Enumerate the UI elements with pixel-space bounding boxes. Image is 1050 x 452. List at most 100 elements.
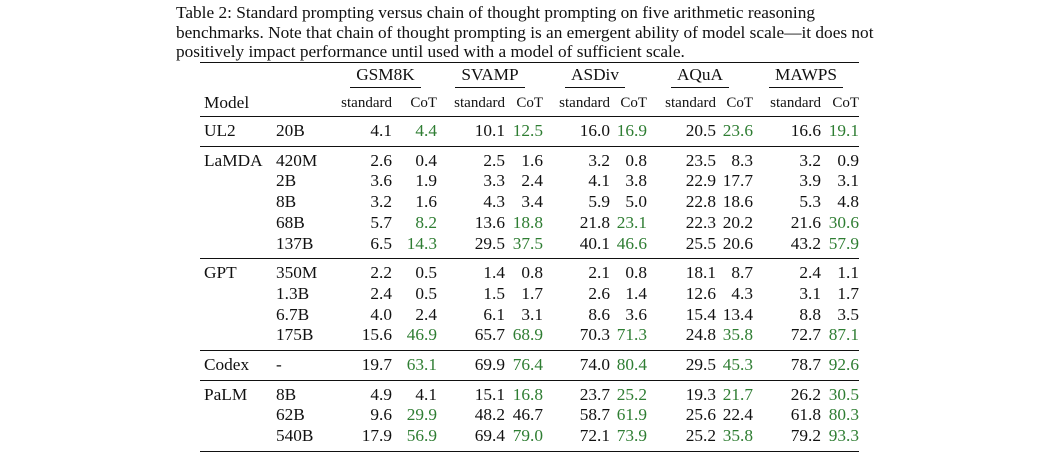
cot-score-cell: 4.4 — [415, 121, 437, 140]
standard-score-cell: 65.7 — [474, 325, 505, 345]
standard-score-cell: 10.1 — [474, 121, 505, 140]
cot-score-cell: 73.9 — [616, 426, 647, 446]
cot-score-cell: 8.2 — [415, 212, 437, 232]
model-size-cell: 137B — [276, 233, 314, 253]
cot-score-cell: 23.1 — [616, 212, 647, 232]
standard-score-cell: 22.8 — [685, 192, 716, 212]
cot-score-cell: 0.8 — [625, 150, 647, 170]
cot-score-cell: 8.3 — [731, 150, 753, 170]
table-row: 137B 6.5 14.3 29.5 37.5 40.1 46.6 25.5 20.6 43.2 5… — [200, 234, 859, 259]
table-body: GSM8K SVAMP ASDiv AQuA MAWPS Model stand… — [200, 62, 859, 452]
standard-score-cell: 2.2 — [370, 263, 392, 283]
cot-score-cell: 61.9 — [616, 405, 647, 425]
cot-score-cell: 0.5 — [415, 263, 437, 283]
standard-score-cell: 79.2 — [790, 426, 821, 446]
standard-score-cell: 15.1 — [474, 384, 505, 404]
standard-score-cell: 4.0 — [370, 304, 392, 324]
cot-score-cell: 0.5 — [415, 283, 437, 303]
table-row: 6.7B 4.0 2.4 6.1 3.1 8.6 3.6 15.4 13.4 8.8 3.5 — [200, 305, 859, 326]
standard-score-cell: 25.6 — [685, 405, 716, 425]
cot-score-cell: 46.7 — [512, 405, 543, 425]
standard-score-cell: 15.6 — [361, 325, 392, 345]
cot-score-cell: 46.6 — [616, 233, 647, 253]
model-size-cell: 1.3B — [276, 283, 310, 303]
model-size-cell: 68B — [276, 212, 305, 232]
standard-score-cell: 43.2 — [790, 233, 821, 253]
cot-score-cell: 1.7 — [521, 283, 543, 303]
table-row: Codex - 19.7 63.1 69.9 76.4 74.0 80.4 29.5 45.3 78… — [200, 350, 859, 381]
model-name-cell: LaMDA — [204, 150, 263, 170]
cot-score-cell: 35.8 — [722, 325, 753, 345]
table-row: 1.3B 2.4 0.5 1.5 1.7 2.6 1.4 12.6 4.3 3.1 1.7 — [200, 284, 859, 305]
cot-score-cell: 21.7 — [722, 384, 753, 404]
cot-score-cell: 3.5 — [837, 304, 859, 324]
cot-score-cell: 1.6 — [415, 192, 437, 212]
standard-score-cell: 78.7 — [790, 355, 821, 375]
table-caption: Table 2: Standard prompting versus chain… — [176, 3, 874, 61]
cot-score-cell: 30.6 — [828, 212, 859, 232]
standard-score-cell: 25.5 — [685, 233, 716, 253]
cot-score-cell: 4.3 — [731, 283, 753, 303]
cot-score-cell: 45.3 — [722, 355, 753, 375]
cot-score-cell: 20.6 — [722, 233, 753, 253]
cot-score-cell: 1.6 — [521, 150, 543, 170]
cot-score-cell: 63.1 — [406, 355, 437, 375]
model-name-cell: GPT — [204, 263, 237, 283]
model-name-cell — [200, 305, 276, 326]
cot-score-cell: 16.8 — [512, 384, 543, 404]
table-row: 62B 9.6 29.9 48.2 46.7 58.7 61.9 25.6 22.4 61.8 80… — [200, 405, 859, 426]
cot-score-cell: 30.5 — [828, 384, 859, 404]
model-size-cell: 420M — [276, 150, 318, 170]
cot-score-cell: 17.7 — [722, 171, 753, 191]
cot-score-cell: 0.8 — [625, 263, 647, 283]
cot-score-cell: 4.1 — [415, 384, 437, 404]
standard-score-cell: 8.6 — [588, 304, 610, 324]
cot-score-cell: 93.3 — [828, 426, 859, 446]
standard-score-cell: 8.8 — [799, 304, 821, 324]
standard-score-cell: 2.6 — [370, 150, 392, 170]
standard-score-cell: 15.4 — [685, 304, 716, 324]
standard-score-cell: 3.3 — [483, 171, 505, 191]
standard-score-cell: 19.3 — [685, 384, 716, 404]
cot-score-cell: 46.9 — [406, 325, 437, 345]
standard-score-cell: 16.0 — [579, 121, 610, 140]
cot-score-cell: 0.8 — [521, 263, 543, 283]
cot-score-cell: 23.6 — [722, 121, 753, 140]
table-row: GPT 350M 2.2 0.5 1.4 0.8 2.1 0.8 18.1 8.7 2.4 1.1 — [200, 258, 859, 284]
cot-score-cell: 79.0 — [512, 426, 543, 446]
cot-score-cell: 56.9 — [406, 426, 437, 446]
benchmark-header: SVAMP — [455, 66, 525, 88]
model-name-cell — [200, 234, 276, 259]
model-column-header: Model — [204, 93, 250, 112]
standard-score-cell: 22.9 — [685, 171, 716, 191]
benchmark-header: GSM8K — [350, 66, 421, 88]
model-size-cell: 62B — [276, 405, 305, 425]
standard-score-cell: 12.6 — [685, 283, 716, 303]
standard-score-cell: 22.3 — [685, 212, 716, 232]
model-name-cell — [200, 213, 276, 234]
table-row: 2B 3.6 1.9 3.3 2.4 4.1 3.8 22.9 17.7 3.9 3.1 — [200, 171, 859, 192]
cot-score-cell: 5.0 — [625, 192, 647, 212]
cot-score-cell: 37.5 — [512, 233, 543, 253]
standard-score-cell: 72.1 — [579, 426, 610, 446]
cot-score-cell: 1.4 — [625, 283, 647, 303]
standard-score-cell: 21.8 — [579, 212, 610, 232]
model-size-cell: 350M — [276, 263, 318, 283]
model-name-cell — [200, 405, 276, 426]
benchmark-header: AQuA — [670, 66, 730, 88]
cot-score-cell: 1.9 — [415, 171, 437, 191]
subheader-row: Model standard CoT standard CoT standard… — [200, 90, 859, 117]
benchmark-header-row: GSM8K SVAMP ASDiv AQuA MAWPS — [200, 62, 859, 91]
cot-score-cell: 68.9 — [512, 325, 543, 345]
cot-score-cell: 3.1 — [521, 304, 543, 324]
benchmark-header: MAWPS — [769, 66, 843, 88]
model-size-cell: 2B — [276, 171, 297, 191]
cot-score-cell: 25.2 — [616, 384, 647, 404]
standard-score-cell: 17.9 — [361, 426, 392, 446]
model-size-cell: 8B — [276, 384, 297, 404]
standard-score-cell: 69.9 — [474, 355, 505, 375]
cot-score-cell: 18.8 — [512, 212, 543, 232]
standard-header: standard — [341, 94, 392, 111]
standard-score-cell: 61.8 — [790, 405, 821, 425]
cot-score-cell: 3.4 — [521, 192, 543, 212]
